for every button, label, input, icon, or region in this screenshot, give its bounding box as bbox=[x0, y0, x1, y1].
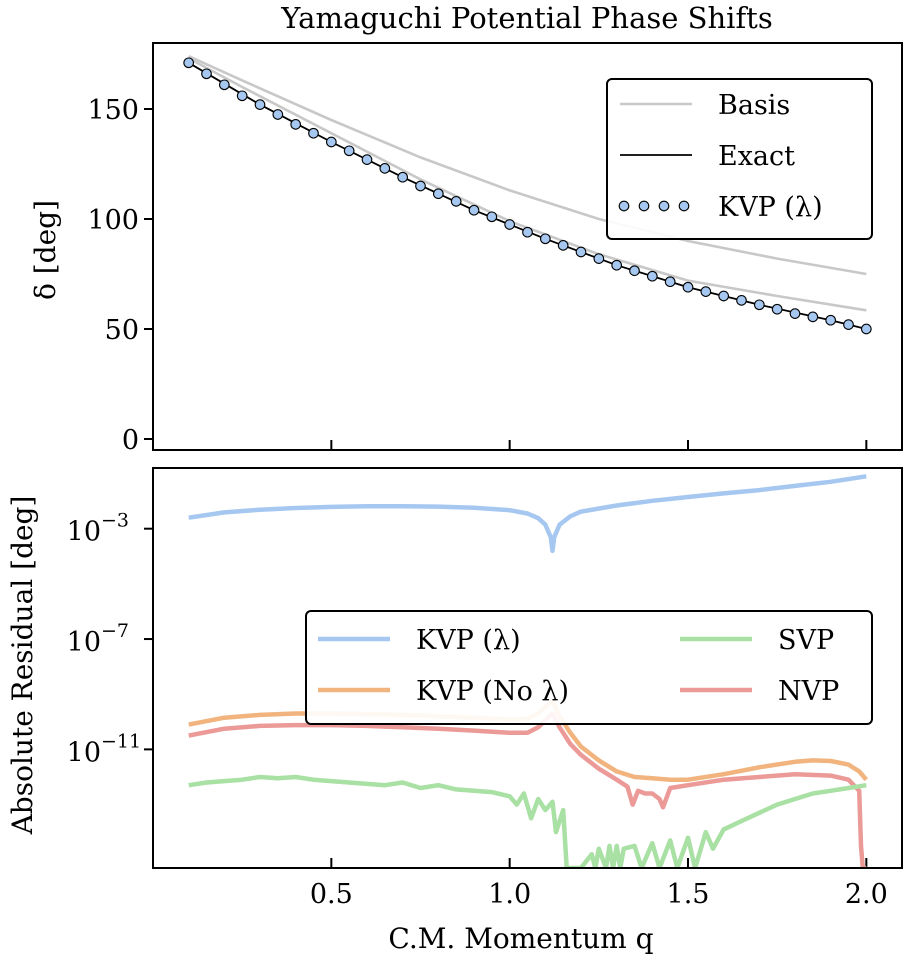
series-kvp-point bbox=[593, 253, 605, 264]
top-axes-frame bbox=[152, 42, 903, 451]
series-kvp-point bbox=[343, 145, 355, 157]
legend-kvp-marker bbox=[678, 200, 690, 212]
bottom-y-tick-label: 10 bbox=[67, 517, 101, 548]
bottom-plot-area: 10 −310 −710 −110.5 1.0 1.5 2.0 bbox=[67, 467, 903, 910]
legend-label: KVP (No λ) bbox=[416, 676, 569, 707]
legend-kvp-marker bbox=[618, 200, 630, 212]
series-kvp-point bbox=[415, 180, 426, 192]
bottom-y-tick-label: 10 bbox=[67, 737, 101, 768]
series-kvp-point bbox=[611, 259, 623, 271]
bottom-y-axis-label: Absolute Residual [deg] bbox=[6, 496, 39, 836]
series-kvp-point bbox=[432, 188, 444, 200]
top-plot-area: 0 50 100 150 bbox=[87, 42, 903, 456]
series-kvp-line bbox=[188, 474, 867, 554]
legend-label: KVP (λ) bbox=[718, 192, 823, 223]
series-kvp-point bbox=[450, 196, 462, 207]
series-kvp-point bbox=[183, 57, 195, 69]
top-chart-title: Yamaguchi Potential Phase Shifts bbox=[280, 1, 772, 35]
series-kvp-point bbox=[504, 219, 516, 230]
bottom-y-tick-exponent: −3 bbox=[101, 510, 129, 532]
bottom-x-tick-label: 1.0 bbox=[488, 879, 531, 910]
top-y-tick-label: 50 bbox=[105, 315, 139, 346]
series-nvp-line bbox=[188, 711, 867, 868]
legend-label: NVP bbox=[778, 676, 839, 707]
bottom-y-tick-exponent: −11 bbox=[101, 730, 141, 752]
series-kvp-point bbox=[664, 276, 676, 288]
series-kvp-point bbox=[379, 163, 391, 174]
legend-label: Exact bbox=[718, 141, 795, 172]
series-kvp-point bbox=[682, 281, 694, 293]
bottom-x-tick-label: 1.5 bbox=[667, 879, 710, 910]
series-kvp-point bbox=[236, 90, 248, 102]
bottom-axes-frame bbox=[152, 467, 903, 869]
bottom-x-tick-label: 2.0 bbox=[845, 879, 888, 910]
series-kvp-point bbox=[397, 171, 409, 183]
series-kvp-point bbox=[325, 136, 337, 148]
bottom-y-tick-label: 10 bbox=[67, 627, 101, 658]
series-basis-line bbox=[188, 55, 867, 276]
series-kvp-point bbox=[522, 226, 533, 238]
top-y-tick-label: 100 bbox=[87, 205, 139, 236]
series-kvp-point bbox=[272, 109, 284, 120]
series-kvp-point bbox=[486, 211, 498, 223]
top-y-tick-label: 0 bbox=[122, 425, 139, 456]
series-kvp-point bbox=[539, 233, 551, 245]
series-kvp-point bbox=[700, 286, 712, 297]
top-legend-box bbox=[606, 78, 873, 240]
legend-label: Basis bbox=[718, 90, 790, 121]
legend-label: SVP bbox=[778, 625, 834, 656]
series-kvp-point bbox=[825, 314, 837, 326]
series-kvp-point bbox=[254, 99, 266, 110]
series-kvp-point bbox=[468, 204, 480, 216]
series-kvp-point bbox=[290, 119, 302, 130]
series-kvp-point bbox=[736, 295, 747, 306]
legend-label: KVP (λ) bbox=[416, 625, 521, 656]
bottom-y-tick-exponent: −7 bbox=[101, 620, 129, 642]
series-kvp-point bbox=[218, 79, 230, 91]
top-y-tick-label: 150 bbox=[87, 95, 139, 126]
legend-kvp-marker bbox=[658, 200, 670, 212]
series-kvp-point bbox=[557, 240, 569, 251]
top-y-axis-label: δ [deg] bbox=[29, 200, 62, 300]
bottom-legend: KVP (λ) KVP (No λ) SVP NVP bbox=[305, 610, 873, 725]
series-kvp-point bbox=[308, 127, 319, 139]
bottom-series-group bbox=[188, 474, 869, 868]
top-series-group bbox=[183, 55, 872, 335]
series-kvp-point bbox=[629, 265, 640, 277]
series-kvp-point bbox=[807, 311, 819, 323]
series-kvp-point bbox=[789, 308, 801, 319]
series-kvp-point bbox=[843, 319, 854, 330]
series-kvp-point bbox=[201, 68, 212, 80]
series-kvp-point bbox=[718, 290, 730, 302]
series-svp-line bbox=[188, 774, 867, 868]
top-legend: Basis Exact KVP (λ) bbox=[606, 78, 873, 240]
bottom-x-tick-label: 0.5 bbox=[310, 879, 353, 910]
series-kvp-point bbox=[753, 299, 765, 311]
series-kvp-point bbox=[361, 154, 373, 165]
series-kvp-point bbox=[646, 270, 658, 282]
bottom-x-axis-label: C.M. Momentum q bbox=[388, 922, 653, 955]
series-kvp-point bbox=[575, 246, 587, 258]
series-kvp-point bbox=[860, 323, 872, 335]
legend-kvp-marker bbox=[638, 200, 650, 212]
series-kvp-point bbox=[771, 303, 783, 315]
